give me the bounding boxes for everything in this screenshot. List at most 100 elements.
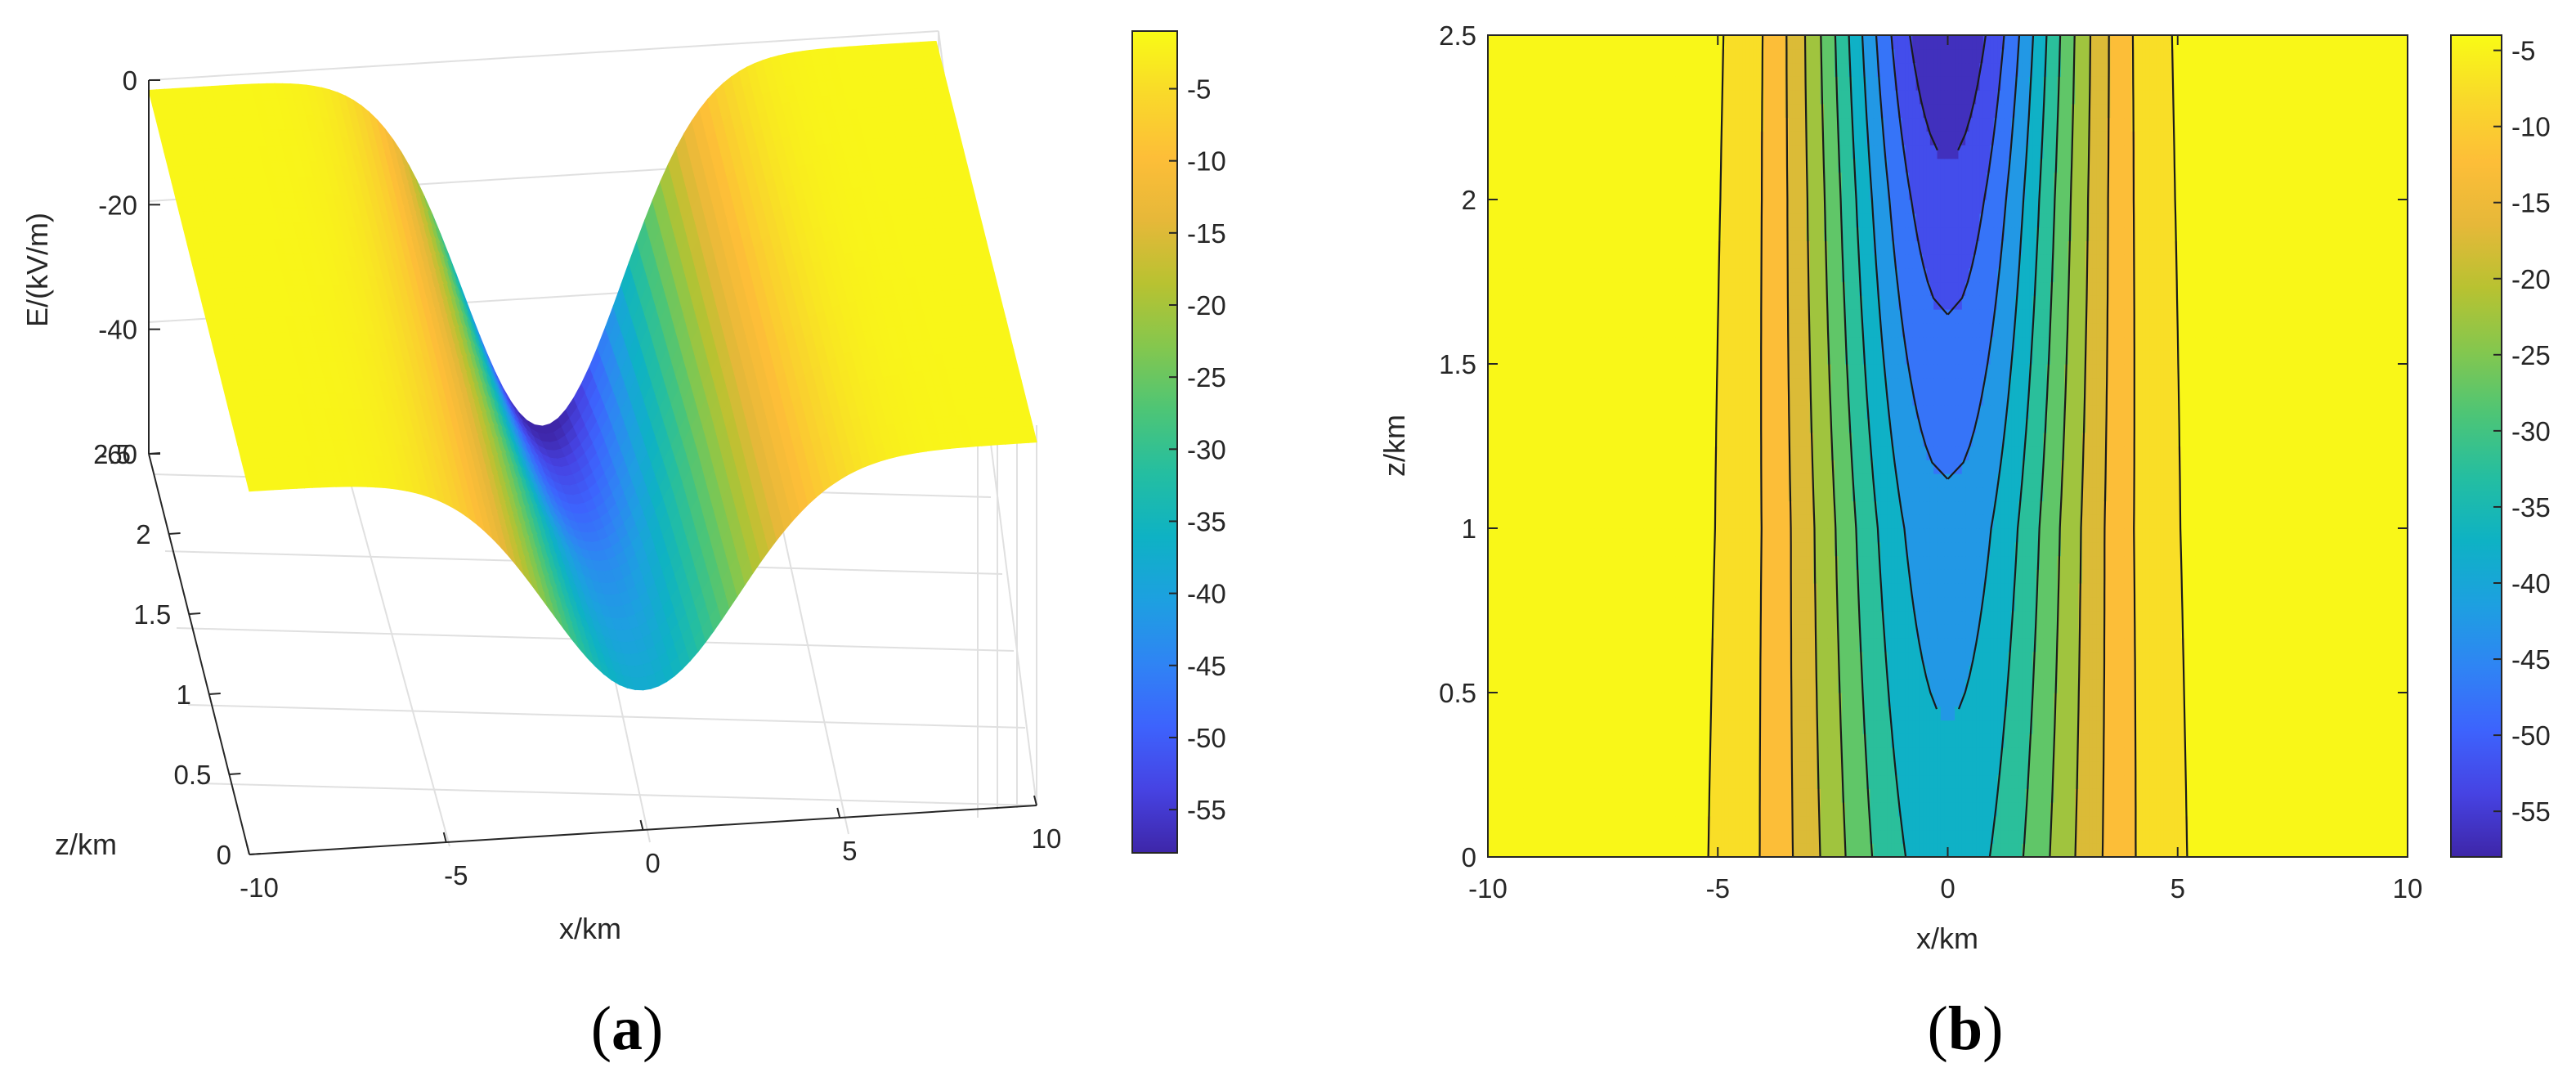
contour-cell — [2064, 774, 2069, 789]
contour-cell — [2040, 802, 2044, 817]
contour-cell — [1597, 802, 1602, 817]
contour-cell — [2230, 747, 2235, 762]
contour-cell — [1763, 843, 1768, 858]
contour-cell — [2397, 760, 2401, 776]
contour-cell — [1873, 747, 1878, 762]
contour-cell — [1739, 815, 1744, 831]
contour-cell — [2318, 760, 2323, 776]
contour-cell — [1544, 802, 1549, 817]
contour-cell — [1664, 747, 1669, 762]
contour-cell — [1961, 802, 1966, 817]
contour-cell — [2160, 843, 2165, 858]
contour-cell — [2386, 760, 2390, 776]
contour-cell — [2287, 829, 2292, 844]
contour-cell — [1937, 774, 1942, 789]
contour-cell — [1572, 843, 1577, 858]
contour-cell — [1771, 829, 1776, 844]
contour-cell — [2008, 815, 2012, 831]
contour-cell — [1987, 760, 1991, 776]
contour-cell — [1646, 815, 1651, 831]
contour-cell — [2220, 747, 2224, 762]
contour-cell — [2301, 843, 2306, 858]
contour-cell — [1781, 815, 1786, 831]
contour-cell — [1972, 815, 1977, 831]
contour-cell — [2382, 774, 2387, 789]
contour-cell — [2230, 760, 2235, 776]
contour-cell — [2004, 829, 2009, 844]
contour-cell — [1891, 788, 1896, 803]
contour-cell — [1633, 829, 1637, 844]
contour-cell — [1876, 733, 1881, 748]
contour-cell — [2336, 829, 2341, 844]
contour-cell — [2174, 733, 2179, 748]
contour-cell — [1544, 815, 1549, 831]
contour-cell — [2004, 788, 2009, 803]
contour-cell — [2156, 829, 2161, 844]
contour-cell — [2329, 829, 2334, 844]
contour-cell — [2166, 733, 2171, 748]
contour-cell — [1745, 760, 1750, 776]
contour-cell — [1848, 815, 1853, 831]
contour-cell — [1622, 815, 1627, 831]
contour-cell — [2192, 733, 2196, 748]
contour-cell — [1915, 802, 1920, 817]
contour-cell — [2142, 829, 2147, 844]
contour-cell — [2040, 774, 2044, 789]
contour-cell — [1601, 747, 1606, 762]
contour-cell — [1661, 774, 1665, 789]
contour-cell — [2029, 802, 2033, 817]
contour-cell — [1551, 774, 1556, 789]
contour-cell — [2096, 774, 2101, 789]
contour-cell — [1745, 733, 1750, 748]
contour-cell — [1558, 815, 1563, 831]
contour-cell — [2117, 802, 2122, 817]
contour-cell — [1912, 829, 1917, 844]
contour-cell — [1997, 829, 2002, 844]
contour-cell — [2040, 829, 2044, 844]
contour-cell — [1820, 733, 1825, 748]
contour-cell — [1675, 788, 1680, 803]
contour-cell — [2305, 760, 2309, 776]
contour-cell — [1579, 843, 1584, 858]
contour-cell — [1548, 774, 1552, 789]
contour-cell — [1753, 733, 1758, 748]
contour-cell — [1876, 802, 1881, 817]
contour-cell — [1919, 788, 1924, 803]
contour-cell — [1629, 747, 1634, 762]
contour-cell — [2213, 815, 2217, 831]
contour-cell — [1781, 788, 1786, 803]
contour-cell — [1636, 815, 1641, 831]
contour-cell — [2008, 829, 2012, 844]
tick-label: 0 — [645, 848, 660, 878]
contour-cell — [2340, 843, 2345, 858]
contour-cell — [1856, 802, 1860, 817]
contour-cell — [2198, 829, 2203, 844]
contour-cell — [1824, 788, 1828, 803]
contour-cell — [2054, 829, 2059, 844]
contour-cell — [1852, 829, 1857, 844]
contour-cell — [1566, 788, 1570, 803]
contour-cell — [2224, 788, 2228, 803]
contour-cell — [1979, 815, 1984, 831]
contour-cell — [2368, 774, 2373, 789]
contour-cell — [1742, 802, 1747, 817]
contour-cell — [1646, 843, 1651, 858]
contour-cell — [1767, 733, 1772, 748]
contour-cell — [2000, 802, 2005, 817]
contour-cell — [1587, 747, 1592, 762]
contour-cell — [2078, 733, 2083, 748]
contour-cell — [2326, 774, 2331, 789]
contour-cell — [1686, 843, 1691, 858]
contour-cell — [1633, 774, 1637, 789]
contour-cell — [1619, 815, 1624, 831]
contour-cell — [1555, 843, 1560, 858]
contour-cell — [2096, 760, 2101, 776]
contour-cell — [1661, 829, 1665, 844]
contour-cell — [2265, 829, 2270, 844]
contour-cell — [2043, 843, 2048, 858]
contour-cell — [1548, 747, 1552, 762]
contour-cell — [1933, 760, 1938, 776]
contour-cell — [1537, 733, 1542, 748]
contour-cell — [1753, 843, 1758, 858]
